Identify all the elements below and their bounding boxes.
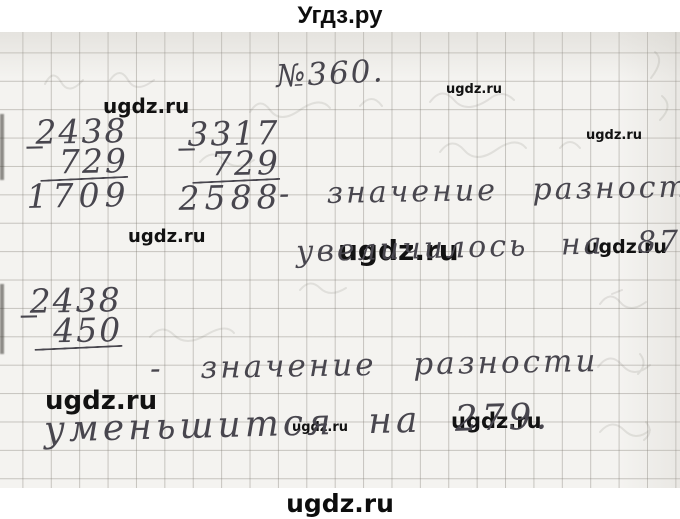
watermark-ugdz-5: ugdz.ru (338, 234, 459, 267)
watermark-ugdz-7: ugdz.ru (45, 386, 158, 416)
watermark-ugdz-9: ugdz.ru (451, 409, 542, 433)
minus-sign: − (23, 132, 46, 163)
watermark-ugdz-1: ugdz.ru (103, 94, 190, 118)
footer-watermark: ugdz.ru (286, 489, 394, 518)
graph-paper: ugdz.ru ugdz.ru ugdz.ru ugdz.ru ugdz.ru … (0, 32, 680, 488)
watermark-ugdz-3: ugdz.ru (586, 128, 643, 143)
note1-line1: - значение разности (278, 169, 680, 212)
site-title: Угдз.ру (297, 2, 383, 29)
page-edge-smudge (0, 114, 4, 180)
column-subtraction-2: − 3317 729 2588 (175, 113, 283, 218)
watermark-ugdz-6: ugdz.ru (585, 236, 667, 258)
difference: 2588 (178, 177, 283, 218)
watermark-ugdz-2: ugdz.ru (446, 82, 503, 97)
watermark-ugdz-4: ugdz.ru (128, 226, 206, 247)
watermark-ugdz-8: ugdz.ru (292, 420, 349, 435)
minus-sign: − (17, 301, 41, 332)
difference: 1709 (26, 175, 131, 216)
minus-sign: − (175, 134, 198, 165)
page-edge-smudge (0, 284, 4, 354)
site-footer-band: ugdz.ru (0, 488, 680, 519)
task-number: №360. (275, 53, 386, 95)
site-header-band: Угдз.ру (0, 0, 680, 32)
column-subtraction-3: − 2438 450 (17, 280, 123, 351)
column-subtraction-1: − 2438 729 1709 (23, 111, 131, 216)
